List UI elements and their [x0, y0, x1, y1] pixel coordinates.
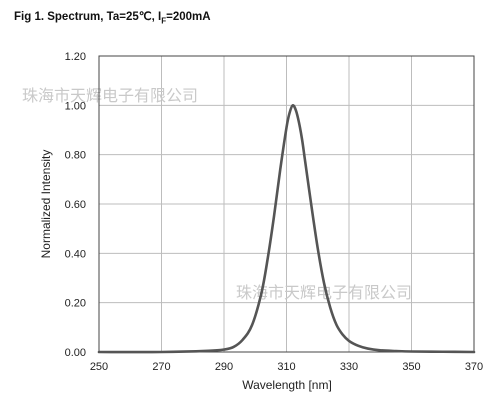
y-tick-label: 0.40 — [65, 248, 86, 260]
spectrum-line — [97, 104, 476, 354]
x-tick-label: 250 — [90, 361, 108, 373]
x-tick-label: 330 — [340, 361, 358, 373]
x-tick-label: 290 — [215, 361, 233, 373]
watermark-top: 珠海市天辉电子有限公司 — [22, 86, 198, 105]
watermarks: 珠海市天辉电子有限公司 珠海市天辉电子有限公司 — [22, 86, 412, 302]
x-tick-label: 350 — [402, 361, 420, 373]
watermark-bottom: 珠海市天辉电子有限公司 — [236, 283, 412, 302]
y-tick-label: 0.20 — [65, 298, 86, 310]
y-tick-labels: 0.00 0.20 0.40 0.60 0.80 1.00 1.20 — [65, 51, 86, 359]
x-tick-label: 310 — [277, 361, 295, 373]
x-tick-labels: 250 270 290 310 330 350 370 — [90, 361, 483, 373]
x-tick-label: 370 — [465, 361, 483, 373]
y-tick-label: 0.80 — [65, 150, 86, 162]
chart-title: Fig 1. Spectrum, Ta=25℃, IF=200mA — [14, 11, 211, 26]
x-axis-label: Wavelength [nm] — [242, 378, 332, 392]
y-tick-label: 0.60 — [65, 199, 86, 211]
plot-frame — [98, 55, 475, 353]
y-tick-label: 1.20 — [65, 51, 86, 63]
x-tick-label: 270 — [152, 361, 170, 373]
y-tick-label: 1.00 — [65, 100, 86, 112]
y-axis-label: Normalized Intensity — [39, 150, 53, 259]
y-tick-label: 0.00 — [65, 347, 86, 359]
